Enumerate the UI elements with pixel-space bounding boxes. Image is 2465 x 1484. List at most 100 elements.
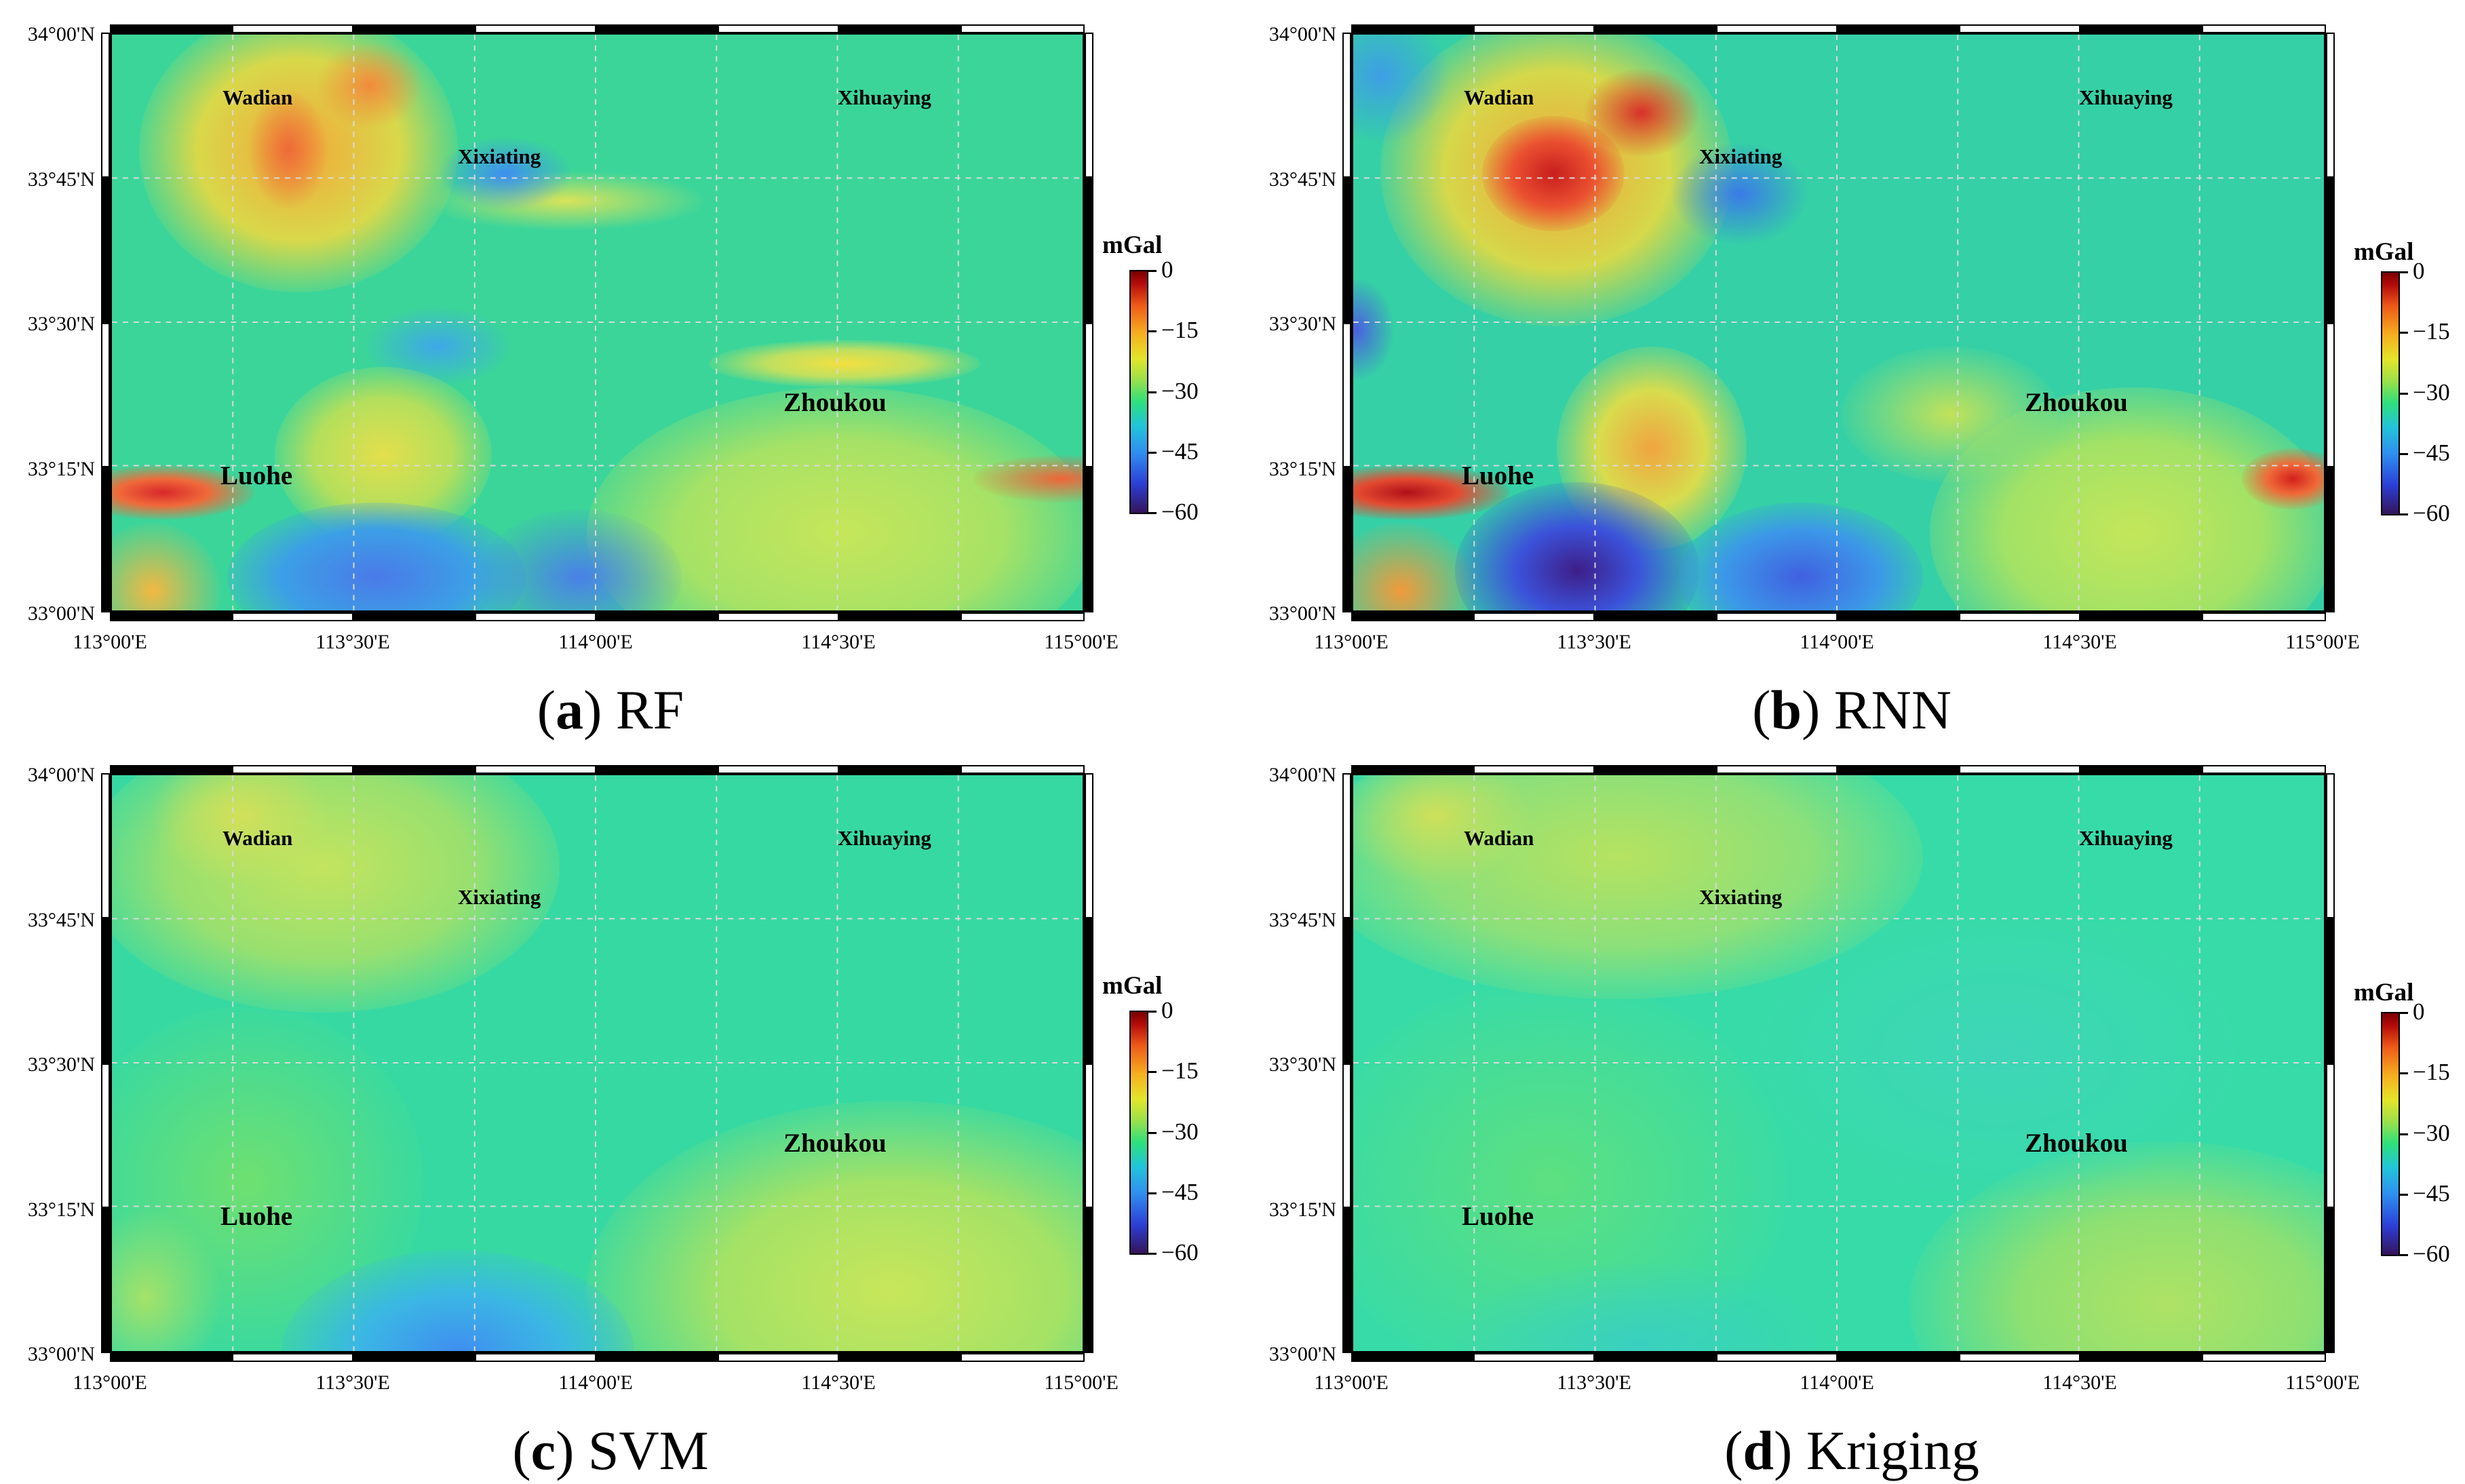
y-tick-label: 33°30'N (1268, 313, 1336, 335)
colorbar-tick (2400, 1072, 2408, 1074)
map-frame-left (1342, 773, 1351, 1353)
gravity-map-rnn: Wadian Xixiating Xihuaying Zhoukou Luohe (1351, 33, 2326, 612)
x-tick-label: 113°00'E (1314, 1371, 1389, 1394)
y-tick-label: 33°15'N (27, 458, 95, 480)
panel-caption: (c) SVM (512, 1420, 709, 1481)
place-luohe: Luohe (1462, 1202, 1534, 1231)
x-tick-label: 115°00'E (1044, 631, 1119, 653)
panel-caption: (b) RNN (1752, 679, 1952, 741)
graticule (112, 775, 1083, 1351)
colorbar-tick (2400, 513, 2408, 515)
x-tick-label: 114°30'E (801, 631, 876, 653)
y-tick-label: 33°00'N (27, 1343, 95, 1365)
y-tick-label: 33°45'N (27, 909, 95, 931)
x-tick-label: 114°30'E (801, 1371, 876, 1394)
map-frame-bottom (110, 612, 1085, 621)
y-tick-label: 33°45'N (27, 168, 95, 191)
place-zhoukou: Zhoukou (2025, 1129, 2128, 1158)
y-tick-label: 33°30'N (27, 313, 95, 335)
y-tick-label: 33°00'N (1268, 1343, 1336, 1365)
colorbar-label: −60 (2413, 1241, 2450, 1267)
colorbar-label: 0 (2413, 258, 2425, 284)
graticule (1353, 35, 2324, 610)
place-xihuaying: Xihuaying (838, 85, 931, 109)
colorbar-label: −15 (1161, 317, 1199, 343)
colorbar-tick (2400, 332, 2408, 334)
place-luohe: Luohe (220, 461, 293, 490)
colorbar (1129, 270, 1148, 514)
colorbar-tick (2400, 271, 2408, 273)
colorbar-label: −30 (1161, 1118, 1199, 1145)
x-tick-label: 114°30'E (2042, 1371, 2117, 1394)
place-wadian: Wadian (222, 826, 293, 850)
colorbar-unit: mGal (1102, 972, 1163, 1000)
place-wadian: Wadian (1464, 85, 1534, 109)
colorbar-label: −45 (1161, 1179, 1199, 1205)
x-tick-label: 115°00'E (1044, 1371, 1119, 1394)
x-tick-label: 113°30'E (1557, 1371, 1631, 1394)
map-frame-left (101, 33, 110, 612)
colorbar-label: −60 (1161, 499, 1199, 525)
x-tick-label: 113°00'E (73, 1371, 147, 1394)
panel-rnn: Wadian Xixiating Xihuaying Zhoukou Luohe… (1241, 0, 2462, 741)
map-frame-right (2326, 773, 2335, 1353)
colorbar-tick (1148, 1071, 1157, 1073)
colorbar (1129, 1011, 1148, 1255)
colorbar-tick (1148, 1011, 1157, 1013)
colorbar-tick (2400, 453, 2408, 455)
x-tick-label: 114°00'E (558, 1371, 633, 1394)
colorbar-unit: mGal (1102, 231, 1163, 259)
colorbar-tick (1148, 452, 1157, 454)
colorbar (2381, 1012, 2400, 1256)
map-frame-left (1342, 33, 1351, 612)
colorbar-tick (1148, 330, 1157, 332)
map-frame-left (101, 773, 110, 1353)
colorbar-label: −30 (2413, 1120, 2450, 1146)
colorbar-label: −60 (1161, 1239, 1199, 1266)
panel-kriging: Wadian Xixiating Xihuaying Zhoukou Luohe… (1241, 741, 2462, 1481)
panel-caption: (d) Kriging (1724, 1420, 1979, 1481)
x-tick-label: 113°00'E (1314, 631, 1389, 653)
colorbar-tick (2400, 1194, 2408, 1196)
y-tick-label: 33°15'N (1268, 458, 1336, 480)
colorbar-tick (2400, 1254, 2408, 1256)
map-frame-right (1085, 33, 1093, 612)
y-tick-label: 33°30'N (1268, 1053, 1336, 1076)
map-frame-top (110, 24, 1085, 33)
map-frame-right (1085, 773, 1093, 1353)
x-tick-label: 114°30'E (2042, 631, 2117, 653)
place-xihuaying: Xihuaying (2079, 826, 2173, 850)
map-frame-bottom (110, 1353, 1085, 1362)
graticule (112, 35, 1083, 610)
colorbar-label: −15 (1161, 1057, 1199, 1084)
y-tick-label: 34°00'N (27, 764, 95, 786)
map-frame-bottom (1351, 612, 2326, 621)
y-tick-label: 33°45'N (1268, 909, 1336, 931)
colorbar-label: 0 (1161, 256, 1173, 283)
place-zhoukou: Zhoukou (783, 388, 887, 417)
place-luohe: Luohe (220, 1202, 293, 1231)
place-luohe: Luohe (1462, 461, 1534, 490)
colorbar (2381, 271, 2400, 515)
colorbar-tick (1148, 391, 1157, 393)
map-frame-bottom (1351, 1353, 2326, 1362)
y-tick-label: 34°00'N (27, 23, 95, 45)
panel-svm: Wadian Xixiating Xihuaying Zhoukou Luohe… (0, 741, 1221, 1481)
colorbar-label: 0 (2413, 998, 2425, 1025)
y-tick-label: 34°00'N (1268, 764, 1336, 786)
x-tick-label: 113°30'E (315, 631, 390, 653)
y-tick-label: 33°15'N (1268, 1198, 1336, 1221)
colorbar-tick (1148, 512, 1157, 514)
gravity-map-svm: Wadian Xixiating Xihuaying Zhoukou Luohe (110, 773, 1085, 1353)
gravity-map-rf: Wadian Xixiating Xihuaying Zhoukou Luohe (110, 33, 1085, 612)
x-tick-label: 114°00'E (1800, 1371, 1874, 1394)
place-xixiating: Xixiating (458, 885, 541, 909)
colorbar-unit: mGal (2354, 979, 2414, 1007)
place-zhoukou: Zhoukou (2025, 388, 2128, 417)
place-wadian: Wadian (1464, 826, 1534, 850)
colorbar-tick (1148, 1192, 1157, 1194)
colorbar-tick (1148, 1253, 1157, 1255)
y-tick-label: 33°45'N (1268, 168, 1336, 191)
place-xixiating: Xixiating (1699, 885, 1783, 909)
colorbar-label: −45 (2413, 1180, 2450, 1207)
